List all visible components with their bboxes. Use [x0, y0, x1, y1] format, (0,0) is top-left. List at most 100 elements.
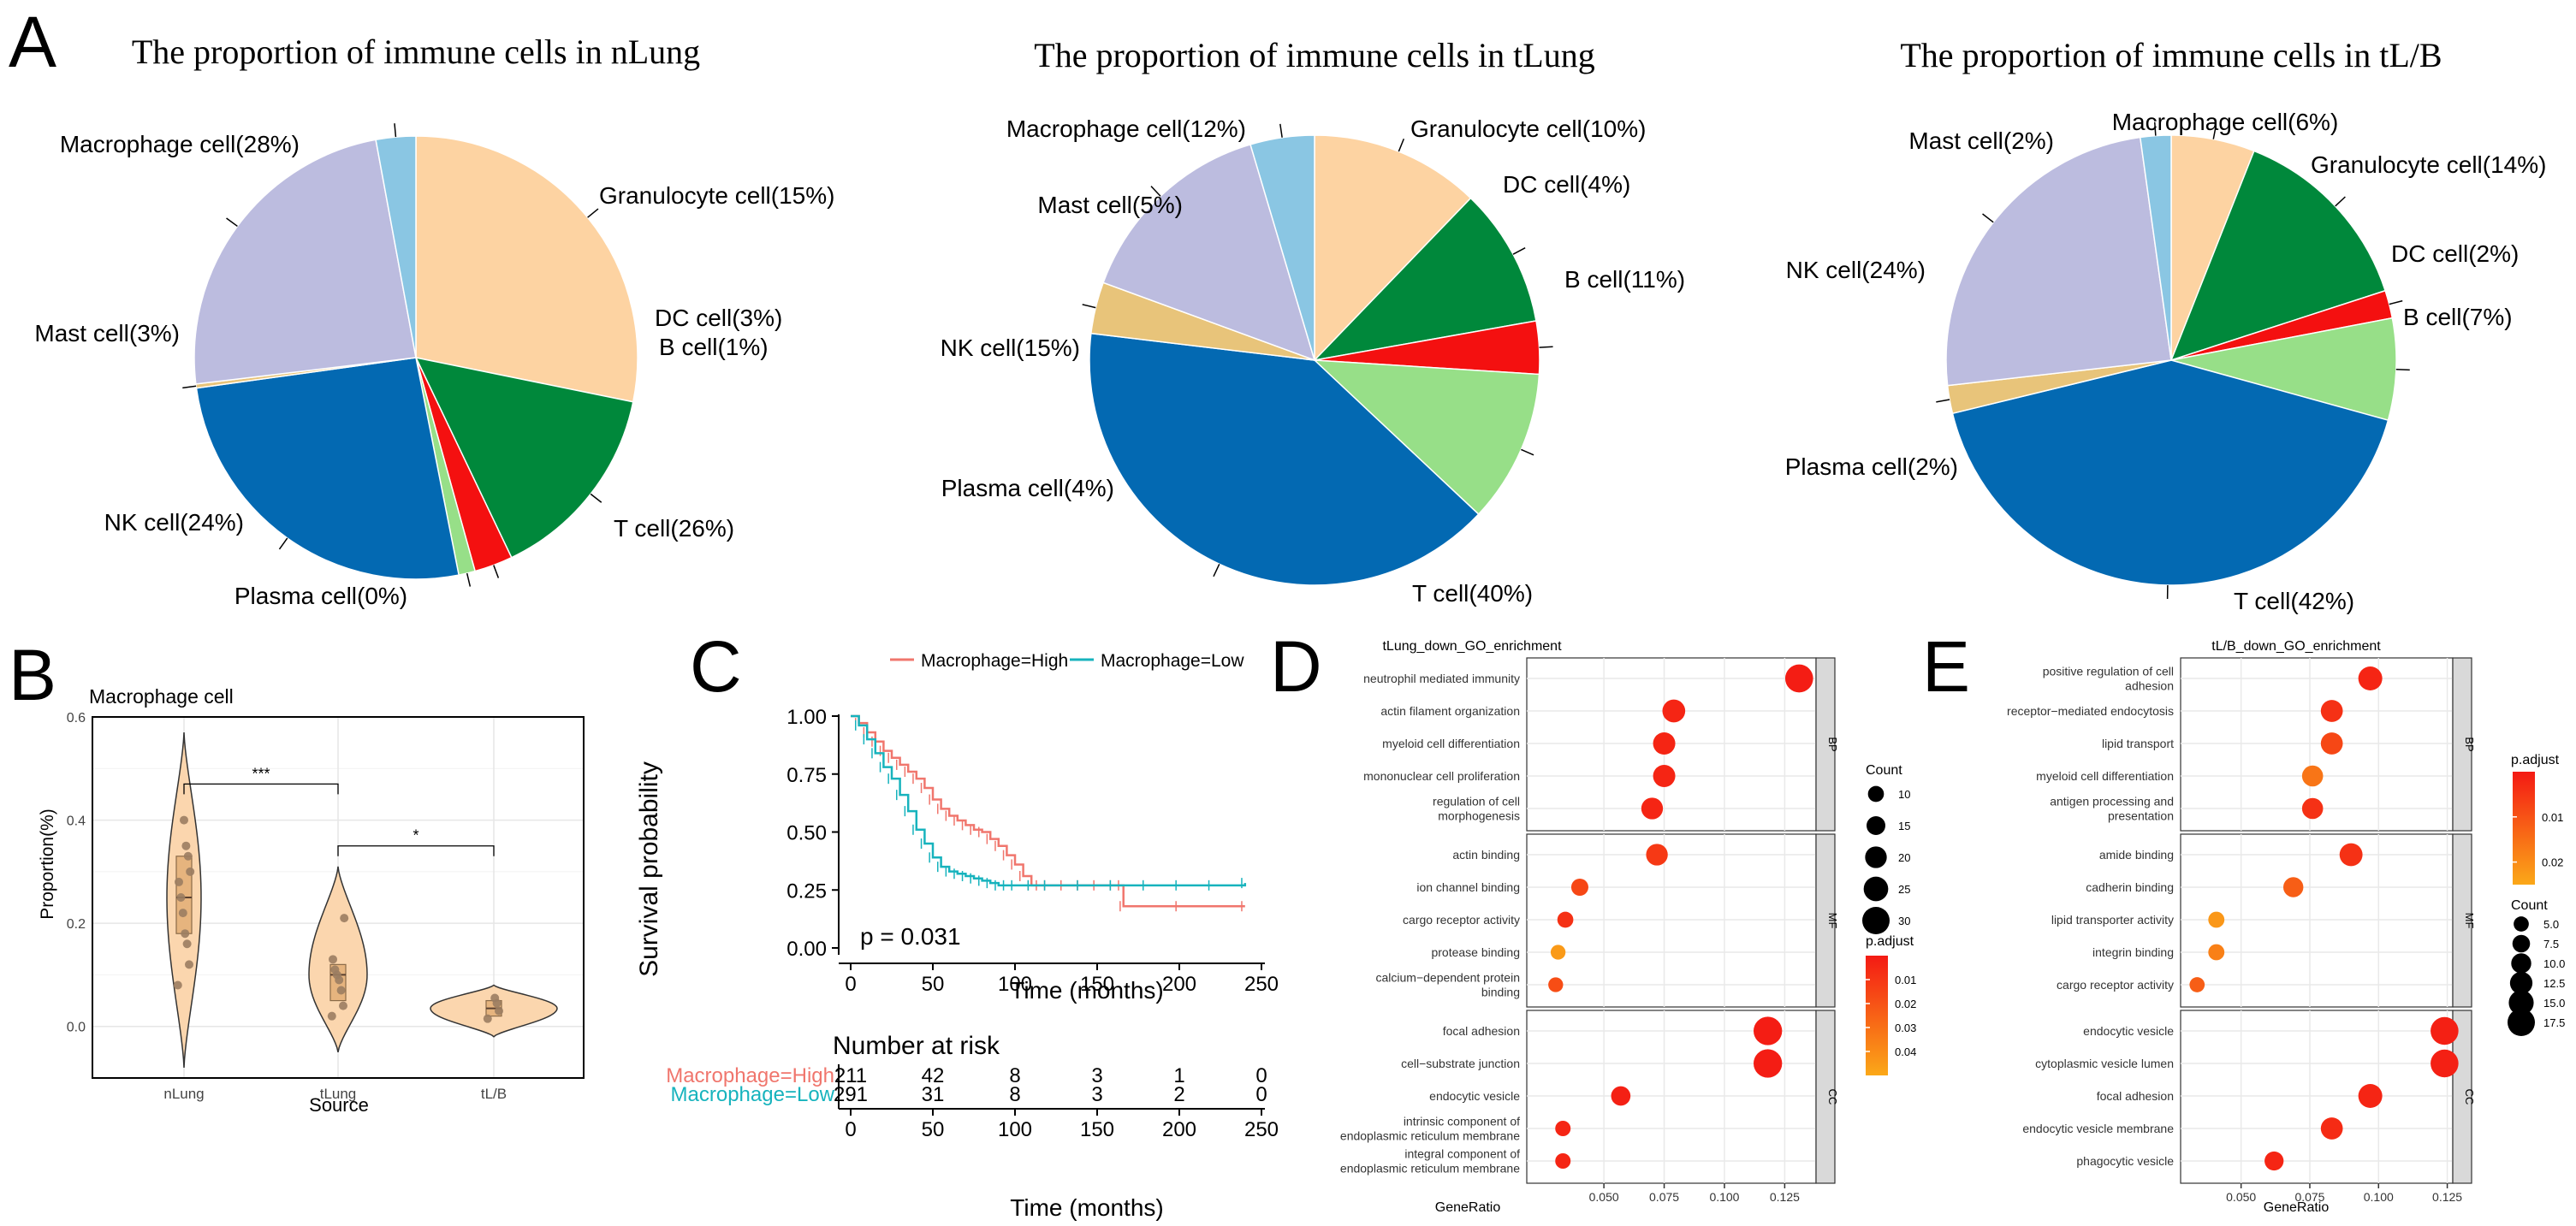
- x-tick-label: 0.050: [2226, 1190, 2256, 1204]
- risk-count: 2: [1173, 1083, 1184, 1106]
- data-point: [339, 1002, 347, 1010]
- pie-label-t-cell: T cell(26%): [614, 515, 734, 542]
- legend-size-dot: [1868, 786, 1885, 803]
- x-tick-label: 200: [1162, 973, 1196, 996]
- go-dot: [1653, 765, 1676, 787]
- go-term-label: cell−substrate junction: [1401, 1057, 1520, 1070]
- go-dot: [2431, 1050, 2459, 1078]
- x-tick-label: 250: [1244, 973, 1279, 996]
- x-tick-label: 50: [922, 973, 945, 996]
- data-point: [340, 914, 348, 922]
- panel-letter-e: E: [1922, 626, 1970, 707]
- legend-color-label: 0.02: [2542, 856, 2563, 869]
- pie1-title: The proportion of immune cells in nLung: [132, 33, 700, 71]
- legend-color-bar: [1866, 956, 1888, 1075]
- pie-leader-line: [591, 494, 602, 502]
- pie-label-granulocyte-cell: Granulocyte cell(14%): [2311, 151, 2546, 178]
- panel-letter-c: C: [690, 626, 742, 707]
- go-dot: [1754, 1049, 1782, 1077]
- go-term-label: ion channel binding: [1416, 880, 1520, 894]
- goE-title: tL/B_down_GO_enrichment: [2211, 639, 2381, 654]
- go-dot: [2208, 912, 2224, 928]
- legend-size-label: 15.0: [2543, 997, 2565, 1010]
- pie-label-dc-cell: DC cell(2%): [2391, 240, 2519, 267]
- legend-label-high: Macrophage=High: [921, 651, 1068, 671]
- x-tick-label: 0.075: [1649, 1190, 1679, 1204]
- go-term-label: binding: [1481, 986, 1520, 999]
- go-term-label: cargo receptor activity: [1403, 913, 1520, 927]
- legend-size-dot: [1864, 877, 1889, 902]
- go-term-label: endoplasmic reticulum membrane: [1340, 1129, 1520, 1143]
- x-tick-label: 0.050: [1589, 1190, 1619, 1204]
- violin-title: Macrophage cell: [89, 685, 234, 708]
- legend-size-dot: [1865, 846, 1886, 868]
- go-dot: [2264, 1152, 2283, 1170]
- panel-letter-a: A: [9, 2, 56, 82]
- facet-label-mf: MF: [2463, 913, 2476, 929]
- pie-leader-line: [1983, 214, 1994, 222]
- legend-color-label: 0.02: [1895, 998, 1916, 1010]
- legend-size-label: 5.0: [2543, 918, 2559, 931]
- legend-size-label: 10: [1898, 788, 1910, 801]
- pie-label-granulocyte-cell: Granulocyte cell(15%): [599, 182, 834, 209]
- data-point: [337, 986, 346, 995]
- km-xlabel: Time (months): [1010, 977, 1163, 1004]
- y-tick-label: 0.50: [786, 822, 827, 845]
- y-tick-label: 0.4: [67, 814, 86, 829]
- legend-color-label: 0.03: [1895, 1022, 1916, 1034]
- pie-leader-line: [1214, 564, 1220, 576]
- pie-leader-line: [279, 538, 287, 549]
- go-dot: [1646, 844, 1667, 865]
- go-dot: [1754, 1016, 1782, 1045]
- pie-leader-line: [494, 566, 499, 578]
- legend-color-label: 0.01: [1895, 974, 1916, 986]
- pie-label-dc-cell: DC cell(3%): [655, 305, 782, 331]
- go-dot: [2340, 844, 2363, 867]
- pie-leader-line: [182, 386, 196, 388]
- go-dot: [2283, 877, 2303, 897]
- facet-label-mf: MF: [1826, 913, 1839, 929]
- y-tick-label: 0.00: [786, 938, 827, 961]
- pie-leader-line: [2336, 197, 2346, 206]
- go-term-label: lipid transporter activity: [2051, 913, 2174, 927]
- pie-label-nk-cell: NK cell(24%): [104, 509, 244, 536]
- go-dot: [1662, 700, 1685, 723]
- facet-label-bp: BP: [1826, 737, 1839, 751]
- go-term-label: endoplasmic reticulum membrane: [1340, 1162, 1520, 1176]
- pie-label-plasma-cell: Plasma cell(4%): [941, 475, 1114, 501]
- legend-size-label: 12.5: [2543, 977, 2565, 990]
- go-term-label: neutrophil mediated immunity: [1363, 672, 1520, 685]
- risk-x-tick-label: 50: [922, 1118, 945, 1141]
- pie-leader-line: [227, 218, 238, 226]
- panel-letter-b: B: [9, 635, 56, 715]
- facet-panel-cc: [2181, 1010, 2453, 1183]
- pie-chart-tlung: Macrophage cell(12%)Granulocyte cell(10%…: [941, 115, 1685, 607]
- go-dot: [1785, 665, 1813, 693]
- pie2-title: The proportion of immune cells in tLung: [1034, 36, 1594, 74]
- risk-x-tick-label: 0: [845, 1118, 856, 1141]
- go-term-label: positive regulation of cell: [2043, 665, 2174, 678]
- go-term-label: endocytic vesicle membrane: [2022, 1122, 2174, 1135]
- violin-ylabel: Proportion(%): [38, 808, 57, 920]
- goE-xlabel: GeneRatio: [2264, 1200, 2330, 1215]
- legend-size-dot: [2508, 1009, 2535, 1036]
- go-dot: [1611, 1087, 1631, 1106]
- x-tick-label: 0.100: [1709, 1190, 1739, 1204]
- pie-label-granulocyte-cell: Granulocyte cell(10%): [1410, 115, 1646, 142]
- pie-leader-line: [1521, 449, 1534, 454]
- data-point: [490, 994, 499, 1003]
- x-tick-label-tl-b: tL/B: [481, 1086, 507, 1102]
- y-tick-label: 1.00: [786, 706, 827, 729]
- facet-label-bp: BP: [2463, 737, 2476, 751]
- pie-label-plasma-cell: Plasma cell(2%): [1785, 453, 1958, 480]
- goD-title: tLung_down_GO_enrichment: [1382, 639, 1562, 654]
- pie-chart-tlb: Macrophage cell(6%)Granulocyte cell(14%)…: [1785, 109, 2547, 614]
- legend-size-dot: [1862, 907, 1890, 934]
- y-tick-label: 0.2: [67, 917, 86, 932]
- go-term-label: morphogenesis: [1438, 809, 1520, 823]
- risk-x-tick-label: 100: [998, 1118, 1032, 1141]
- go-term-label: integrin binding: [2092, 945, 2174, 959]
- go-dot: [2321, 1117, 2343, 1140]
